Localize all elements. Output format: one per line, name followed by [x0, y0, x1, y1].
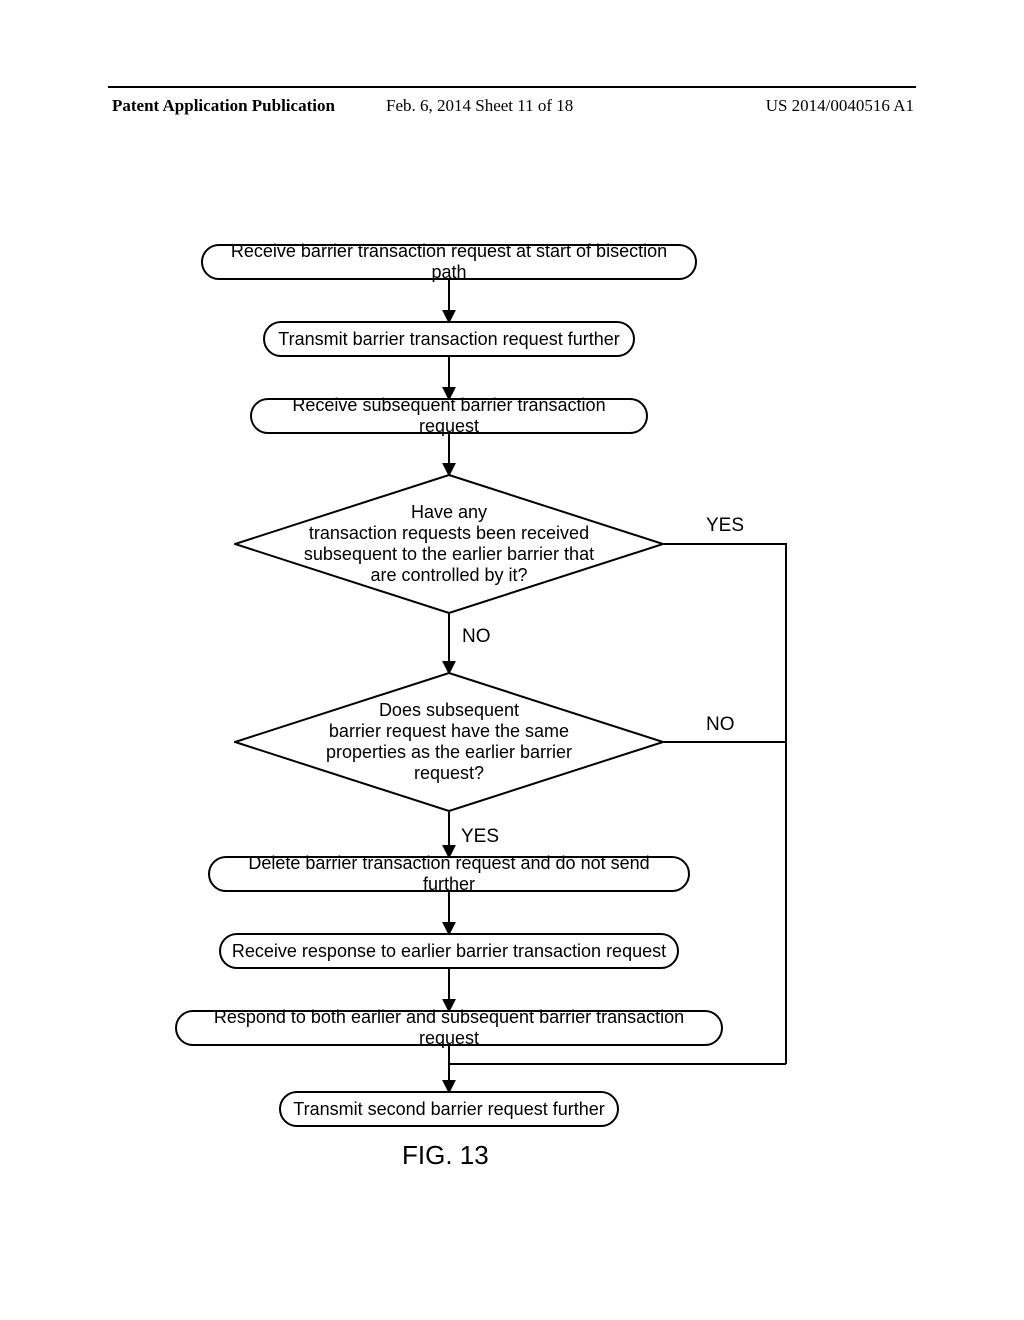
step-receive-barrier-start: Receive barrier transaction request at s… [201, 244, 697, 280]
decision-any-requests-controlled: Have anytransaction requests been receiv… [234, 474, 664, 614]
step-transmit-barrier-further: Transmit barrier transaction request fur… [263, 321, 635, 357]
figure-caption: FIG. 13 [402, 1140, 489, 1171]
decision-same-properties: Does subsequentbarrier request have the … [234, 672, 664, 812]
step-delete-barrier: Delete barrier transaction request and d… [208, 856, 690, 892]
edge-label-d2-yes: YES [461, 826, 499, 848]
step-label: Transmit barrier transaction request fur… [278, 329, 619, 350]
step-receive-response-earlier: Receive response to earlier barrier tran… [219, 933, 679, 969]
step-label: Transmit second barrier request further [293, 1099, 604, 1120]
step-transmit-second-barrier: Transmit second barrier request further [279, 1091, 619, 1127]
step-label: Receive barrier transaction request at s… [213, 241, 685, 282]
edge-label-d1-yes: YES [706, 515, 744, 537]
step-receive-subsequent-barrier: Receive subsequent barrier transaction r… [250, 398, 648, 434]
step-label: Delete barrier transaction request and d… [220, 853, 678, 894]
step-respond-both: Respond to both earlier and subsequent b… [175, 1010, 723, 1046]
step-label: Respond to both earlier and subsequent b… [187, 1007, 711, 1048]
step-label: Receive subsequent barrier transaction r… [262, 395, 636, 436]
decision-label: Have anytransaction requests been receiv… [304, 502, 594, 587]
edge-label-d2-no: NO [706, 714, 735, 736]
flowchart: Receive barrier transaction request at s… [0, 0, 1024, 1320]
step-label: Receive response to earlier barrier tran… [232, 941, 666, 962]
edge-label-d1-no: NO [462, 626, 491, 648]
decision-label: Does subsequentbarrier request have the … [326, 700, 572, 785]
